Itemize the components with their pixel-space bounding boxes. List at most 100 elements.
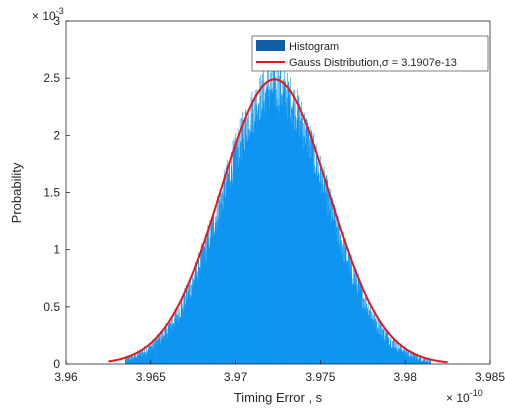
histogram-bar (205, 233, 206, 364)
histogram-bar (250, 134, 251, 364)
histogram-bar (194, 281, 196, 364)
histogram-bar (253, 113, 254, 364)
histogram-bar (271, 92, 272, 364)
histogram-bar (365, 307, 367, 364)
histogram-bar (224, 176, 225, 364)
histogram-bar (214, 227, 216, 364)
histogram-bar (237, 128, 239, 364)
histogram-bar (256, 89, 258, 364)
histogram-bar (198, 279, 200, 364)
histogram-bar (233, 147, 234, 364)
histogram-bar (234, 146, 236, 364)
histogram-bar (230, 182, 232, 364)
y-exponent: × 10-3 (32, 6, 64, 23)
histogram-bar (134, 352, 135, 364)
histogram-bar (201, 248, 203, 364)
histogram-bar (240, 144, 241, 364)
histogram-bar (253, 131, 255, 364)
histogram-bar (169, 323, 170, 364)
histogram-bar (338, 240, 339, 364)
histogram-bar (130, 359, 132, 364)
histogram-bar (326, 174, 327, 364)
histogram-bar (297, 109, 299, 364)
histogram-bar (178, 315, 179, 364)
histogram-bar (403, 346, 405, 364)
histogram-bar (322, 173, 323, 364)
histogram-bar (321, 171, 322, 364)
histogram-bar (247, 112, 249, 364)
histogram-bar (142, 349, 144, 364)
histogram-bar (220, 202, 222, 364)
histogram-bar (400, 349, 402, 364)
histogram-bar (321, 166, 323, 364)
histogram-bar (319, 183, 321, 364)
histogram-bar (226, 181, 228, 364)
histogram-bar (304, 136, 305, 364)
histogram-bar (234, 140, 236, 364)
histogram-bar (128, 359, 130, 364)
histogram-bar (316, 154, 318, 364)
histogram-bar (386, 331, 387, 364)
histogram-bar (267, 86, 268, 365)
histogram-bar (398, 342, 400, 364)
histogram-bar (356, 279, 358, 364)
histogram-bar (153, 338, 155, 364)
histogram-bar (322, 180, 323, 364)
histogram-bar (261, 116, 263, 364)
histogram-bar (240, 141, 242, 364)
histogram-bar (392, 343, 394, 364)
histogram-bar (143, 352, 144, 364)
histogram-bar (216, 219, 218, 364)
histogram-bar (239, 159, 240, 364)
histogram-bar (302, 125, 304, 364)
histogram-bar (381, 321, 382, 364)
histogram-bar (360, 281, 361, 364)
histogram-bar (265, 92, 267, 365)
histogram-bar (346, 261, 348, 364)
histogram-bar (186, 299, 188, 364)
histogram-bar (262, 73, 263, 364)
histogram-bar (324, 175, 325, 364)
histogram-bar (257, 106, 259, 364)
histogram-bar (335, 234, 336, 364)
histogram-bar (371, 312, 373, 364)
histogram-bar (239, 157, 241, 364)
histogram-bar (277, 99, 278, 364)
histogram-bar (156, 337, 158, 364)
histogram-bar (135, 358, 137, 364)
histogram-bar (199, 267, 200, 364)
histogram-bar (280, 95, 282, 364)
histogram-bar (342, 253, 343, 364)
histogram-bar (133, 352, 135, 364)
histogram-bar (325, 192, 327, 364)
histogram-bar (210, 237, 212, 364)
histogram-bar (214, 233, 215, 364)
histogram-bar (132, 354, 134, 364)
histogram-bar (176, 315, 178, 364)
histogram-bar (334, 205, 335, 364)
histogram-bar (197, 271, 199, 364)
histogram-bar (238, 147, 239, 364)
histogram-bar (156, 333, 158, 364)
legend: Histogram Gauss Distribution,σ = 3.1907e… (251, 35, 489, 72)
histogram-bar (324, 202, 326, 364)
histogram-bar (125, 358, 126, 364)
histogram-bar (340, 234, 341, 364)
histogram-bar (242, 119, 244, 364)
histogram-bar (159, 344, 161, 364)
histogram-bar (283, 82, 285, 364)
histogram-bar (182, 304, 184, 364)
histogram-bar (349, 257, 351, 364)
histogram-bar (233, 155, 234, 364)
histogram-bar (210, 240, 211, 364)
histogram-bar (307, 122, 309, 364)
histogram-bar (215, 215, 217, 364)
histogram-bar (288, 81, 289, 364)
histogram-bar (299, 120, 301, 364)
histogram-bar (402, 350, 404, 364)
histogram-bar (237, 147, 239, 364)
histogram-bar (268, 95, 269, 364)
histogram-bar (145, 353, 147, 364)
histogram-bar (420, 355, 421, 364)
histogram-bar (198, 252, 200, 364)
